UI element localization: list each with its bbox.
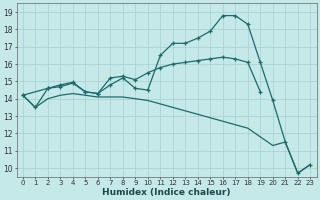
X-axis label: Humidex (Indice chaleur): Humidex (Indice chaleur) xyxy=(102,188,231,197)
